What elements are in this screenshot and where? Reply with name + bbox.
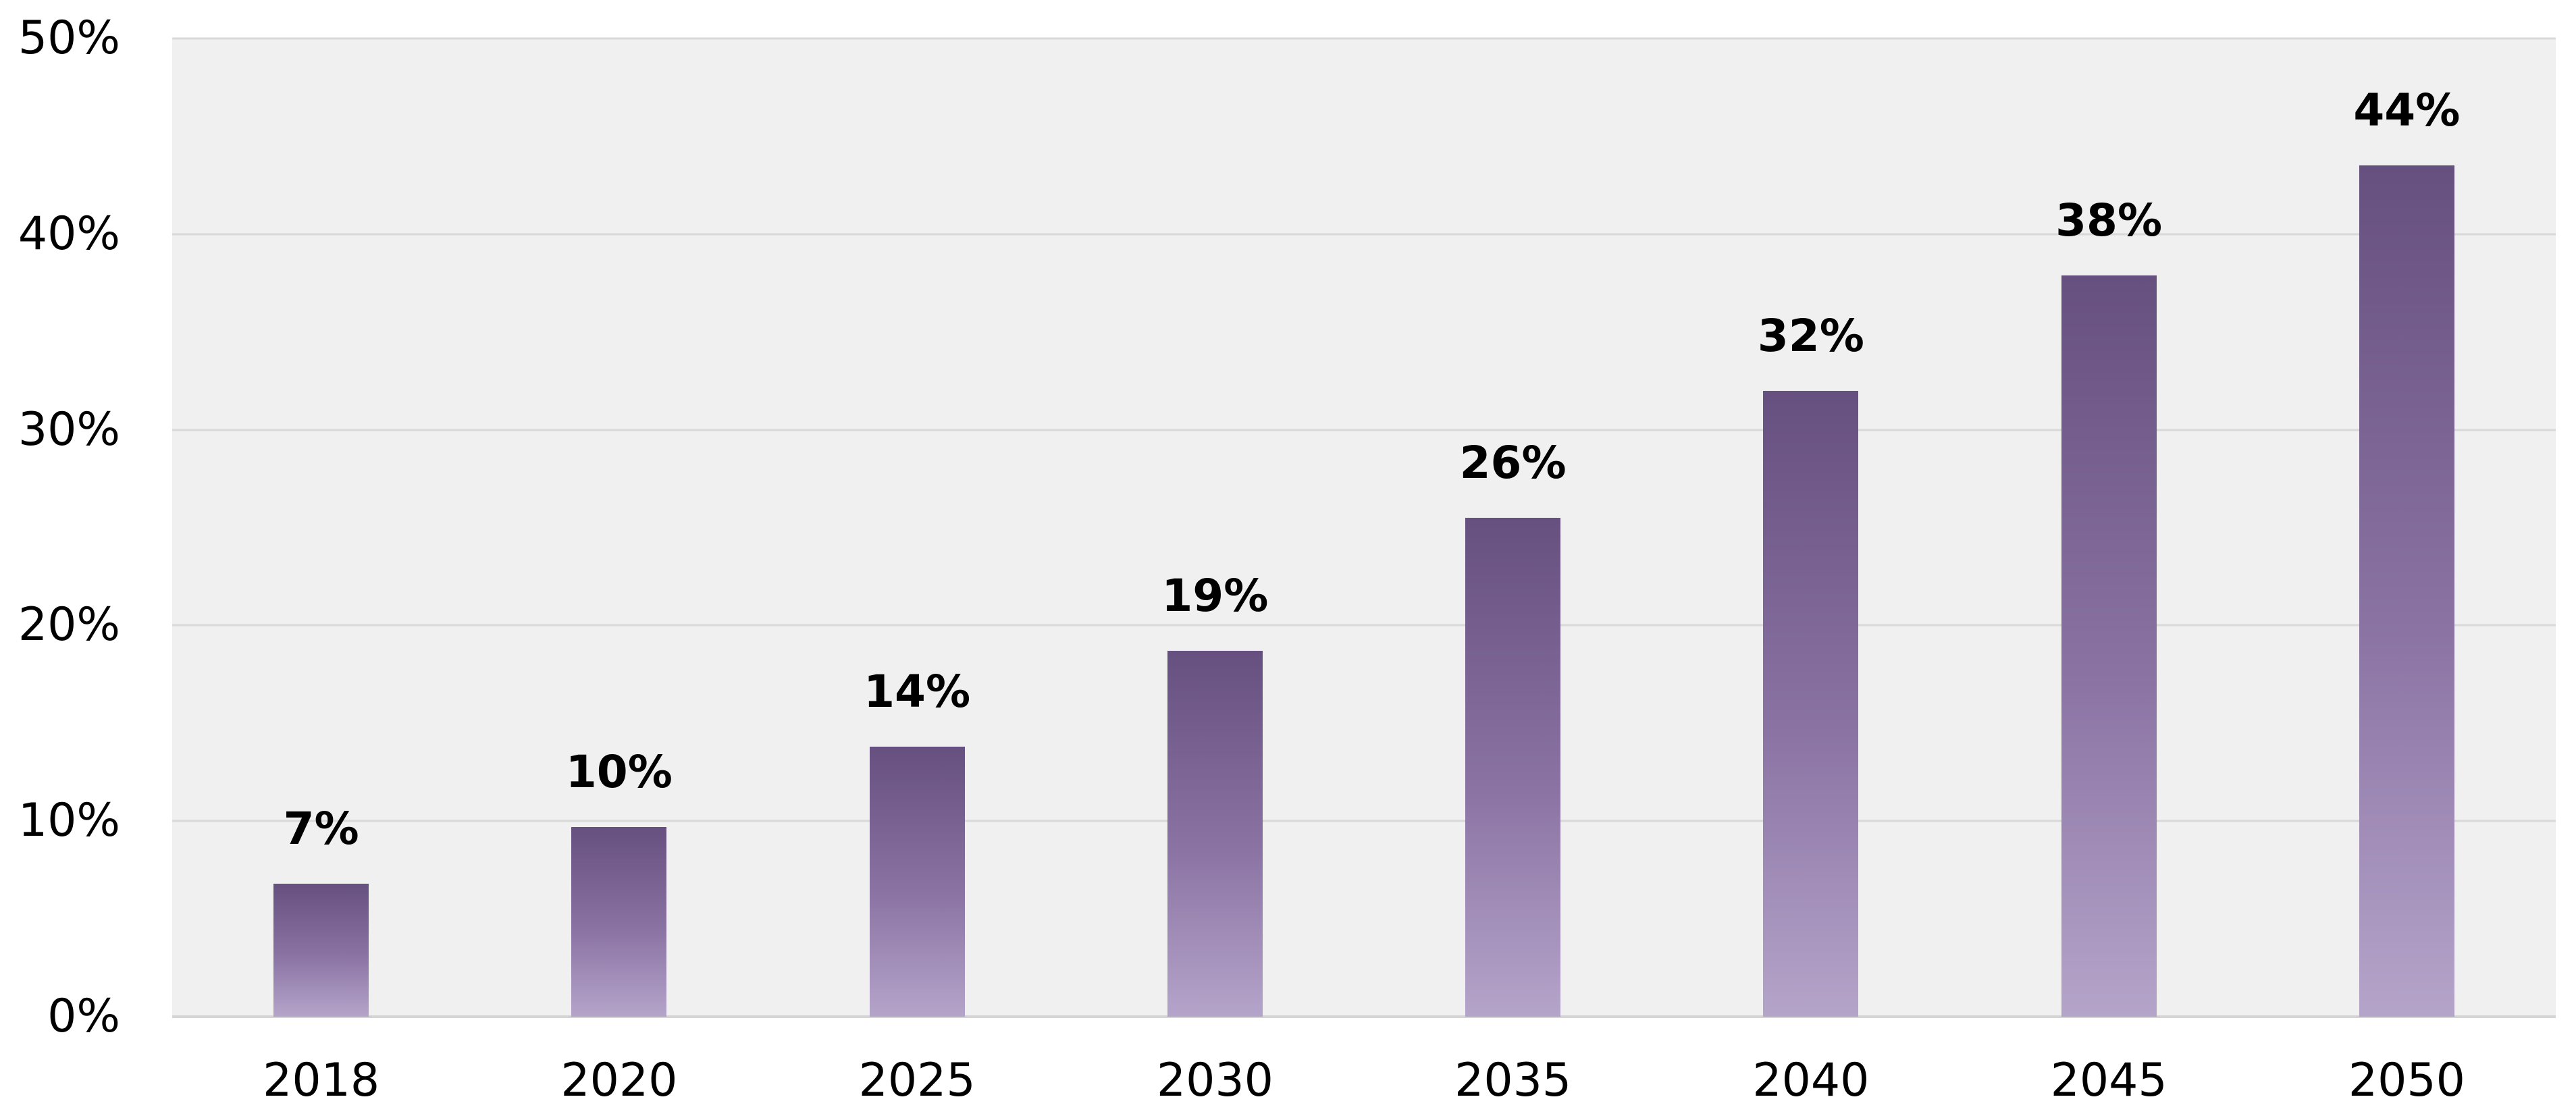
bar-value-label: 14% [864, 666, 971, 718]
bar-value-label: 44% [2353, 84, 2461, 137]
bar-group-2050: 44% [2258, 38, 2556, 1017]
y-axis: 50% 40% 30% 20% 10% 0% [0, 16, 120, 1040]
gridline-40pct [172, 233, 2556, 236]
bar-value-label: 19% [1161, 570, 1269, 622]
x-axis-line [172, 1015, 2556, 1018]
bar-2025 [869, 747, 965, 1017]
bar-2030 [1167, 651, 1263, 1017]
bar-value-label: 10% [565, 745, 673, 798]
bar-group-2040: 32% [1662, 38, 1960, 1017]
bar-group-2020: 10% [470, 38, 768, 1017]
x-axis-label-2018: 2018 [263, 1054, 380, 1107]
gridline-30pct [172, 429, 2556, 431]
x-axis-label-2025: 2025 [858, 1054, 976, 1107]
x-axis-label-2040: 2040 [1752, 1054, 1870, 1107]
x-axis-label-2030: 2030 [1156, 1054, 1273, 1107]
bar-2020 [571, 826, 667, 1017]
x-axis-label-2020: 2020 [560, 1054, 678, 1107]
bar-2035 [1465, 518, 1561, 1017]
gridline-50pct [172, 37, 2556, 40]
x-axis: 2018 2020 2025 2030 2035 2040 2045 2050 [172, 1017, 2556, 1120]
bar-value-label: 26% [1459, 437, 1567, 489]
bar-group-2030: 19% [1066, 38, 1364, 1017]
bar-series: 7% 10% 14% 19% 26% 32% [172, 38, 2556, 1017]
y-axis-tick-label: 40% [18, 207, 120, 261]
bar-group-2018: 7% [172, 38, 470, 1017]
bar-group-2045: 38% [1960, 38, 2258, 1017]
x-axis-label-2045: 2045 [2050, 1054, 2167, 1107]
bar-value-label: 38% [2055, 194, 2163, 246]
gridline-20pct [172, 624, 2556, 626]
gridline-10pct [172, 820, 2556, 822]
bar-group-2025: 14% [768, 38, 1066, 1017]
bar-2050 [2359, 165, 2454, 1017]
y-axis-tick-label: 30% [18, 402, 120, 456]
y-axis-tick-label: 50% [18, 11, 120, 65]
plot-area: 7% 10% 14% 19% 26% 32% [172, 37, 2556, 1018]
y-axis-tick-label: 10% [18, 794, 120, 848]
bar-2040 [1763, 390, 1859, 1017]
bar-group-2035: 26% [1364, 38, 1662, 1017]
bar-value-label: 32% [1757, 309, 1864, 362]
y-axis-tick-label: 0% [47, 990, 120, 1043]
bar-value-label: 7% [283, 802, 359, 855]
bar-2018 [273, 883, 369, 1017]
x-axis-label-2035: 2035 [1454, 1054, 1572, 1107]
bar-2045 [2061, 275, 2157, 1017]
x-axis-label-2050: 2050 [2348, 1054, 2465, 1107]
y-axis-tick-label: 20% [18, 598, 120, 652]
